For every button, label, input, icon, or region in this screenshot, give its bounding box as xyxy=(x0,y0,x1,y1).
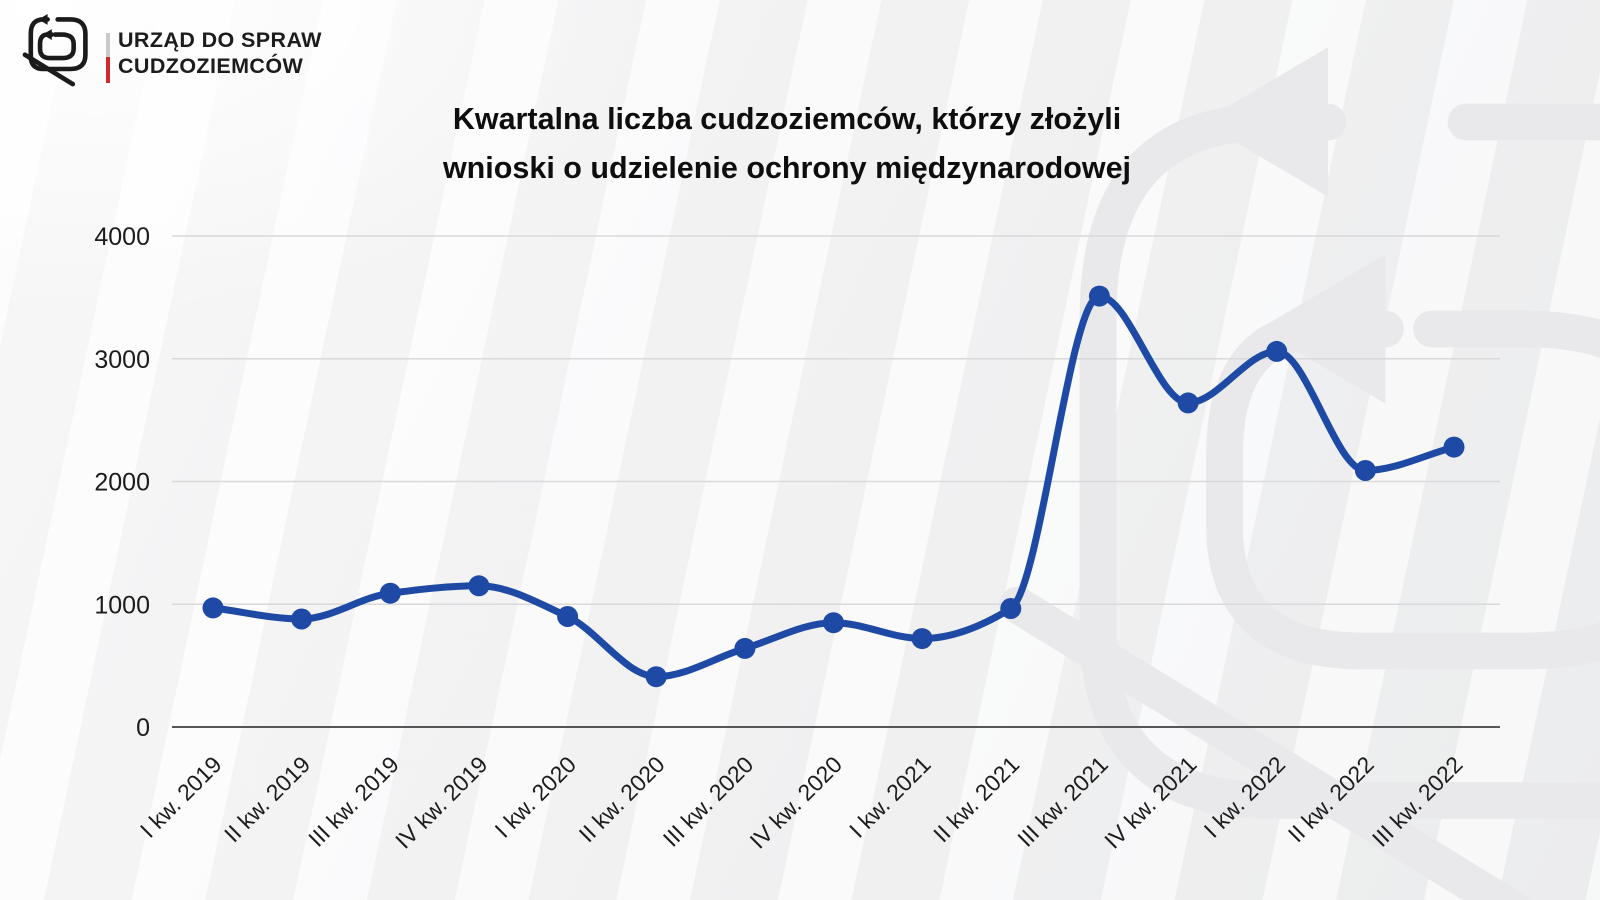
x-tick-label: I kw. 2019 xyxy=(135,751,227,843)
data-point xyxy=(1354,460,1376,481)
logo-separator xyxy=(106,33,110,83)
x-tick-label: III kw. 2020 xyxy=(658,751,759,852)
data-point xyxy=(1443,436,1465,458)
x-tick-label: IV kw. 2019 xyxy=(390,751,492,853)
data-point xyxy=(1088,285,1110,307)
agency-name-line1: URZĄD DO SPRAW xyxy=(118,28,322,52)
data-point xyxy=(734,637,756,659)
data-point xyxy=(468,575,490,597)
y-tick-label: 4000 xyxy=(94,223,150,251)
data-point xyxy=(1177,392,1199,414)
agency-logo-icon xyxy=(24,13,86,85)
agency-name: URZĄD DO SPRAW CUDZOZIEMCÓW xyxy=(118,28,322,79)
x-tick-label: IV kw. 2020 xyxy=(745,751,847,853)
data-point xyxy=(291,608,313,630)
data-point xyxy=(823,612,844,634)
y-tick-label: 3000 xyxy=(94,346,150,374)
chart-title: Kwartalna liczba cudzoziemców, którzy zł… xyxy=(0,95,1574,193)
x-tick-label: III kw. 2022 xyxy=(1367,751,1468,852)
data-point xyxy=(557,606,579,627)
y-tick-label: 2000 xyxy=(94,469,150,497)
chart-title-line1: Kwartalna liczba cudzoziemców, którzy zł… xyxy=(452,102,1122,136)
x-tick-label: II kw. 2019 xyxy=(219,751,315,847)
data-point xyxy=(202,597,224,619)
x-tick-label: III kw. 2019 xyxy=(303,751,404,852)
data-point xyxy=(645,666,667,688)
y-tick-label: 1000 xyxy=(94,591,150,619)
data-point xyxy=(911,628,933,650)
chart-title-line2: wnioski o udzielenie ochrony międzynarod… xyxy=(442,151,1132,185)
data-point xyxy=(1266,340,1288,362)
x-tick-label: I kw. 2021 xyxy=(844,751,936,843)
agency-name-line2: CUDZOZIEMCÓW xyxy=(118,53,304,78)
x-tick-label: IV kw. 2021 xyxy=(1099,751,1201,853)
x-tick-label: III kw. 2021 xyxy=(1012,751,1113,852)
y-tick-label: 0 xyxy=(136,714,150,742)
data-line xyxy=(209,292,1458,681)
x-tick-label: II kw. 2020 xyxy=(574,751,670,847)
x-tick-label: I kw. 2022 xyxy=(1199,751,1291,843)
x-tick-label: I kw. 2020 xyxy=(489,751,581,843)
data-point xyxy=(379,582,401,604)
x-tick-label: II kw. 2021 xyxy=(928,751,1024,847)
x-tick-label: II kw. 2022 xyxy=(1283,751,1379,847)
data-point xyxy=(1000,598,1022,619)
